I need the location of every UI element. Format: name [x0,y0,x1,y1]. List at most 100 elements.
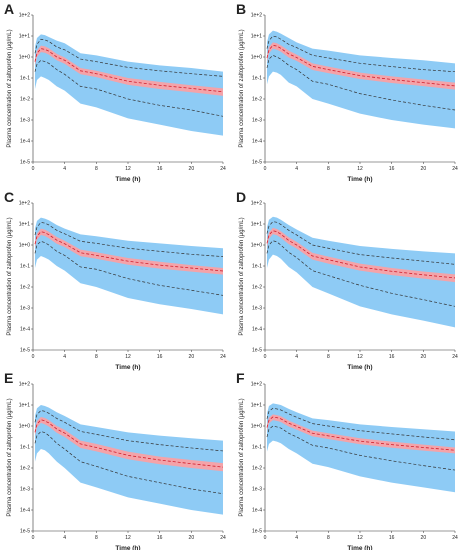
x-tick-label: 16 [157,535,163,541]
x-tick-label: 4 [63,354,66,360]
inner-prediction-band [34,228,224,275]
y-axis-title: Plasma concentration of zaltoprofen (μg/… [7,217,13,335]
x-tick-label: 12 [125,166,131,172]
upper-percentile-line [34,221,224,257]
median-line [34,419,224,468]
y-tick-label: 1e-2 [20,285,30,291]
y-tick-label: 1e-5 [252,529,262,535]
upper-percentile-line [34,410,224,452]
x-tick-label: 8 [95,354,98,360]
y-tick-label: 1e+1 [19,222,30,228]
x-tick-label: 8 [327,535,330,541]
x-tick-label: 0 [264,166,267,172]
panel-d: 1e-5 1e-4 1e-3 1e-2 1e-1 1e+0 1e+1 1e+2 0 4 8 12 16 2… [236,189,458,371]
y-tick-label: 1e-4 [252,139,262,145]
y-axis-title: Plasma concentration of zaltoprofen (μg/… [239,398,245,516]
x-tick-label: 8 [327,354,330,360]
y-tick-label: 1e-1 [20,445,30,451]
y-tick-label: 1e-3 [252,306,262,312]
x-tick-label: 8 [327,166,330,172]
y-tick-label: 1e+2 [19,201,30,207]
y-tick-label: 1e-5 [252,160,262,166]
y-tick-label: 1e-3 [20,118,30,124]
panel-e: 1e-5 1e-4 1e-3 1e-2 1e-1 1e+0 1e+1 1e+2 0 4 8 12 16 2… [4,370,226,550]
y-tick-label: 1e+1 [19,403,30,409]
outer-prediction-band [34,405,224,515]
y-tick-label: 1e-2 [252,285,262,291]
y-tick-label: 1e+0 [19,55,30,61]
panel-a: 1e-5 1e-4 1e-3 1e-2 1e-1 1e+0 1e+1 1e+2 0 4 8 12 16 2… [4,1,226,183]
x-tick-label: 0 [264,535,267,541]
x-tick-label: 12 [357,354,363,360]
y-tick-label: 1e-3 [252,118,262,124]
y-tick-label: 1e-4 [252,508,262,514]
y-tick-label: 1e+0 [251,55,262,61]
x-axis-title: Time (h) [115,364,140,371]
y-tick-label: 1e-5 [20,160,30,166]
lower-percentile-line [266,54,456,111]
panel-letter: C [4,189,14,205]
inner-prediction-band [266,227,455,283]
y-tick-label: 1e-3 [20,487,30,493]
y-tick-label: 1e-2 [252,466,262,472]
y-axis-title: Plasma concentration of zaltoprofen (μg/… [239,217,245,335]
panel-letter: A [4,1,14,17]
y-tick-label: 1e+0 [19,424,30,430]
inner-prediction-band [266,42,455,90]
y-tick-label: 1e-5 [20,529,30,535]
outer-prediction-band [266,216,455,328]
median-line [34,231,224,272]
outer-prediction-band [34,217,224,315]
x-tick-label: 12 [125,535,131,541]
y-tick-label: 1e+2 [251,13,262,19]
y-axis-title: Plasma concentration of zaltoprofen (μg/… [7,29,13,147]
y-tick-label: 1e-1 [252,264,262,270]
x-tick-label: 20 [189,166,195,172]
x-tick-label: 4 [295,354,298,360]
x-tick-label: 4 [63,535,66,541]
x-tick-label: 8 [95,166,98,172]
y-tick-label: 1e+2 [251,201,262,207]
y-tick-label: 1e+1 [251,34,262,40]
y-tick-label: 1e+2 [19,13,30,19]
x-tick-label: 16 [389,166,395,172]
panel-c: 1e-5 1e-4 1e-3 1e-2 1e-1 1e+0 1e+1 1e+2 0 4 8 12 16 2… [4,189,226,371]
panel-letter: D [236,189,246,205]
lower-percentile-line [266,240,456,307]
y-tick-label: 1e-4 [20,327,30,333]
lower-percentile-line [34,59,224,117]
x-axis-title: Time (h) [347,176,372,183]
median-line [266,44,456,87]
median-line [34,48,224,93]
y-tick-label: 1e+1 [251,403,262,409]
x-tick-label: 24 [452,354,458,360]
x-tick-label: 4 [295,535,298,541]
x-tick-label: 24 [220,166,226,172]
lower-percentile-line [34,431,224,495]
x-tick-label: 0 [32,535,35,541]
x-axis-title: Time (h) [347,364,372,371]
upper-percentile-line [266,35,456,73]
inner-prediction-band [266,414,455,454]
y-tick-label: 1e-1 [252,76,262,82]
y-tick-label: 1e-3 [20,306,30,312]
x-axis-title: Time (h) [115,176,140,183]
x-tick-label: 0 [264,354,267,360]
upper-percentile-line [266,221,456,265]
inner-prediction-band [34,416,224,472]
inner-prediction-band [34,45,224,96]
x-tick-label: 0 [32,166,35,172]
y-tick-label: 1e-2 [252,97,262,103]
y-tick-label: 1e+0 [19,243,30,249]
y-tick-label: 1e+1 [251,222,262,228]
x-tick-label: 20 [421,354,427,360]
y-tick-label: 1e-4 [20,139,30,145]
y-tick-label: 1e-1 [20,76,30,82]
y-axis-title: Plasma concentration of zaltoprofen (μg/… [239,29,245,147]
x-axis-title: Time (h) [115,545,140,550]
x-tick-label: 24 [452,535,458,541]
x-tick-label: 16 [389,535,395,541]
x-tick-label: 20 [421,166,427,172]
panel-f: 1e-5 1e-4 1e-3 1e-2 1e-1 1e+0 1e+1 1e+2 0 4 8 12 16 2… [236,370,458,550]
y-tick-label: 1e-3 [252,487,262,493]
